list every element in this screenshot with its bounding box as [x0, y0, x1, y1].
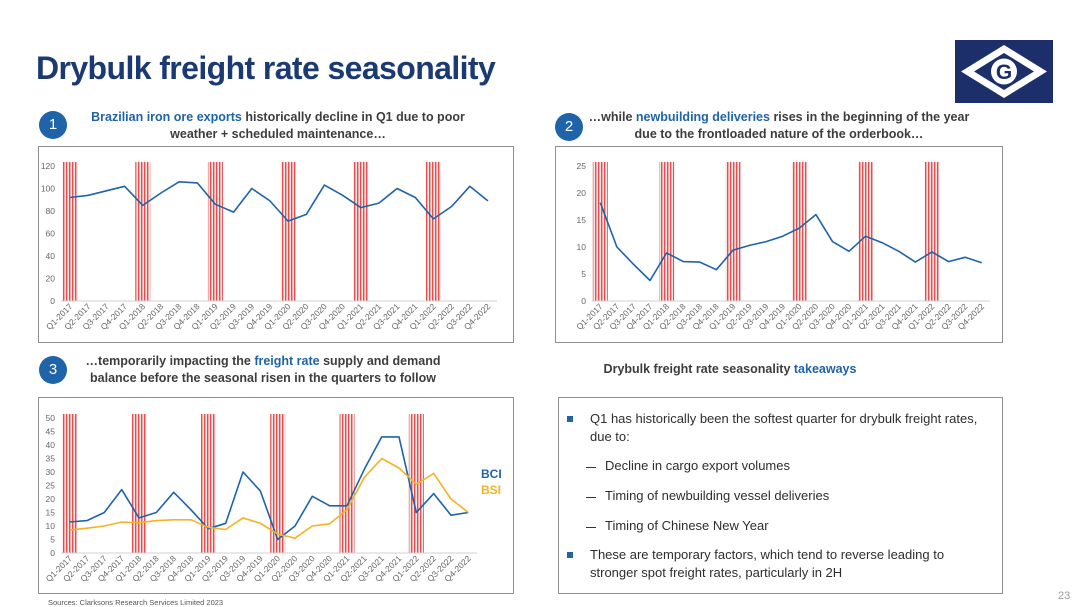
q1-highlight-band: [659, 162, 675, 301]
y-tick-label: 0: [50, 296, 55, 306]
series-line-bsi: [69, 457, 469, 539]
q1-highlight-band: [791, 162, 807, 301]
q1-highlight-band: [858, 162, 874, 301]
page-number: 23: [1058, 590, 1071, 602]
y-tick-label: 0: [50, 548, 55, 558]
dash-icon: [586, 527, 596, 528]
freight-rate-chart-svg: 05101520253035404550Q1-2017Q2-2017Q3-201…: [44, 413, 502, 584]
y-tick-label: 0: [581, 296, 586, 306]
takeaways-title-highlight: takeaways: [793, 362, 857, 376]
panel-3-caption: …temporarily impacting the freight rate …: [78, 353, 448, 387]
q1-highlight-band: [280, 162, 296, 301]
dash-icon: [586, 467, 596, 468]
panel-3-badge: 3: [39, 356, 67, 384]
y-tick-label: 45: [46, 427, 56, 437]
panel-1-caption-text: historically decline in Q1 due to poor w…: [170, 110, 465, 141]
series-line-bci: [69, 436, 469, 541]
takeaway-sub-1: Decline in cargo export volumes: [605, 458, 790, 473]
y-tick-label: 80: [46, 206, 56, 216]
newbuilding-deliveries-chart-svg: 0510152025Q1-2017Q2-2017Q3-2017Q4-2017Q1…: [574, 161, 990, 332]
q1-highlight-band: [924, 162, 940, 301]
panel-2-badge: 2: [555, 113, 583, 141]
y-tick-label: 5: [50, 535, 55, 545]
y-tick-label: 20: [577, 188, 587, 198]
q1-highlight-band: [425, 162, 441, 301]
panel-2-caption-pre: …while: [588, 110, 636, 124]
y-tick-label: 40: [46, 251, 56, 261]
q1-highlight-band: [270, 414, 286, 553]
y-tick-label: 35: [46, 454, 56, 464]
legend-bci: BCI: [481, 467, 502, 481]
panel-3-caption-pre: …temporarily impacting the: [85, 354, 255, 368]
q1-highlight-band: [135, 162, 151, 301]
iron-ore-exports-chart: 0 20 40 60 80 100 120 Q1-2017 Q2-2017 Q3-2017 Q4-2…: [38, 146, 514, 343]
panel-2-caption-highlight: newbuilding deliveries: [635, 110, 770, 124]
iron-ore-exports-chart-svg: 020406080100120Q1-2017Q2-2017Q3-2017Q4-2…: [41, 161, 497, 332]
y-tick-label: 20: [46, 494, 56, 504]
y-tick-label: 60: [46, 229, 56, 239]
takeaway-bullet-1: Q1 has historically been the softest qua…: [590, 411, 978, 444]
y-tick-label: 120: [41, 161, 55, 171]
page-title: Drybulk freight rate seasonality: [36, 50, 496, 86]
bullet-square-icon: [567, 416, 573, 422]
y-tick-label: 100: [41, 184, 55, 194]
q1-highlight-band: [353, 162, 369, 301]
takeaway-sub-3: Timing of Chinese New Year: [605, 518, 769, 533]
q1-highlight-band: [131, 414, 147, 553]
y-tick-label: 40: [46, 440, 56, 450]
logo-letter: G: [996, 61, 1012, 84]
y-tick-label: 5: [581, 269, 586, 279]
panel-2-caption-text: rises in the beginning of the year due t…: [634, 110, 970, 141]
y-tick-label: 10: [46, 521, 56, 531]
source-note: Sources: Clarksons Research Services Lim…: [48, 598, 224, 607]
takeaways-title-pre: Drybulk freight rate seasonality: [603, 362, 794, 376]
panel-2-caption: …while newbuilding deliveries rises in t…: [584, 109, 974, 143]
q1-highlight-band: [339, 414, 355, 553]
y-tick-label: 25: [46, 481, 56, 491]
panel-1-caption-highlight: Brazilian iron ore exports: [91, 110, 242, 124]
y-tick-label: 20: [46, 274, 56, 284]
dash-icon: [586, 497, 596, 498]
y-tick-label: 30: [46, 467, 56, 477]
freight-rate-chart: 0 5 10 15 20 25 30 35 40 45 50 Q1-2017 Q2-2017 Q3-201…: [38, 397, 514, 594]
series-line-main: [70, 180, 489, 222]
q1-highlight-band: [207, 162, 223, 301]
y-tick-label: 10: [577, 242, 587, 252]
y-tick-label: 50: [46, 413, 56, 423]
panel-3-caption-highlight: freight rate: [254, 354, 320, 368]
newbuilding-deliveries-chart: 0 5 10 15 20 25 Q1-2017 Q2-2017 Q3-2017 Q4-2017 Q1…: [555, 146, 1003, 343]
takeaways-box: Q1 has historically been the softest qua…: [558, 397, 1003, 594]
series-line-main: [599, 202, 982, 282]
q1-highlight-band: [725, 162, 741, 301]
panel-1-badge: 1: [39, 111, 67, 139]
y-tick-label: 25: [577, 161, 587, 171]
company-logo: G: [955, 40, 1053, 103]
q1-highlight-band: [62, 414, 78, 553]
y-tick-label: 15: [577, 215, 587, 225]
legend-bsi: BSI: [481, 483, 501, 497]
panel-1-caption: Brazilian iron ore exports historically …: [78, 109, 478, 143]
takeaway-bullet-2: These are temporary factors, which tend …: [590, 547, 945, 580]
q1-highlight-band: [200, 414, 216, 553]
takeaway-sub-2: Timing of newbuilding vessel deliveries: [605, 488, 830, 503]
q1-highlight-band: [592, 162, 608, 301]
bullet-square-icon: [567, 552, 573, 558]
panel-3-caption-text: supply and demand balance before the sea…: [90, 354, 441, 385]
takeaways-title: Drybulk freight rate seasonality takeawa…: [600, 362, 860, 376]
y-tick-label: 15: [46, 508, 56, 518]
q1-highlight-band: [62, 162, 78, 301]
